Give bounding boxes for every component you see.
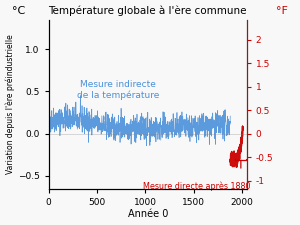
Text: Mesure directe après 1880: Mesure directe après 1880 <box>143 181 250 191</box>
Text: °C: °C <box>12 6 26 16</box>
X-axis label: Année 0: Année 0 <box>128 209 168 219</box>
Text: Mesure indirecte
de la température: Mesure indirecte de la température <box>77 80 159 100</box>
Y-axis label: Variation depuis l'ère préindustrielle: Variation depuis l'ère préindustrielle <box>6 34 15 174</box>
Title: Température globale à l'ère commune: Température globale à l'ère commune <box>48 6 247 16</box>
Text: °F: °F <box>276 6 288 16</box>
